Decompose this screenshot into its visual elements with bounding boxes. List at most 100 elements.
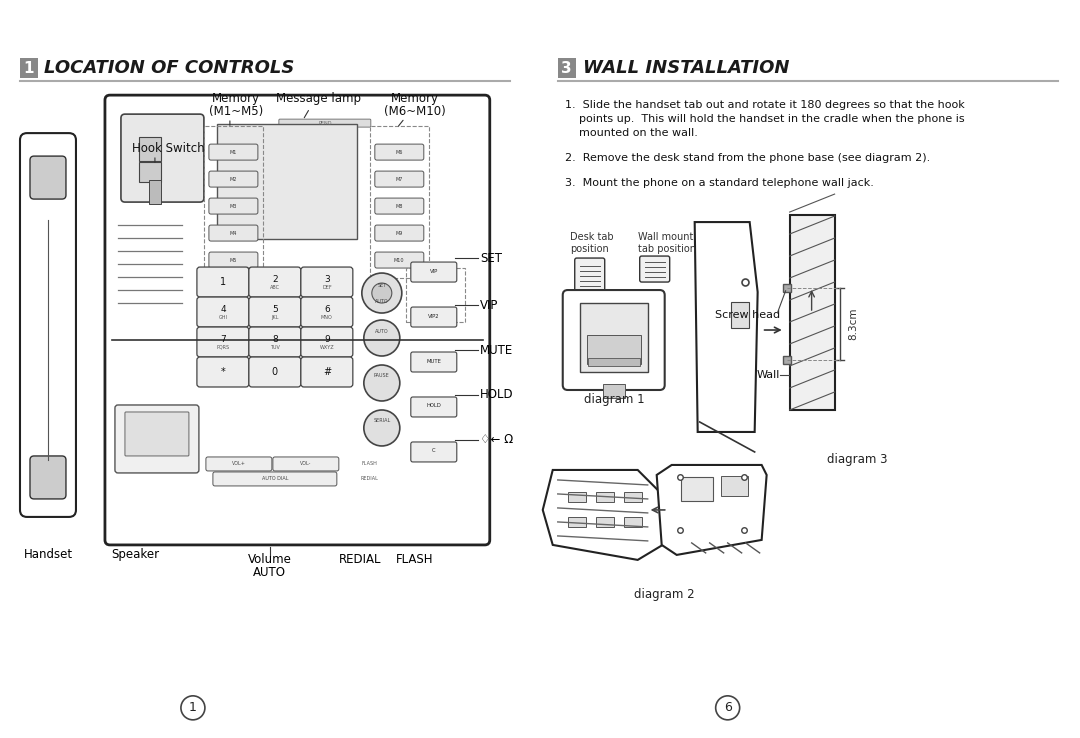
FancyBboxPatch shape bbox=[197, 327, 248, 357]
Text: 2: 2 bbox=[272, 275, 278, 283]
Text: VIP: VIP bbox=[430, 269, 437, 274]
Text: SERIAL: SERIAL bbox=[374, 418, 391, 424]
Text: 3.  Mount the phone on a standard telephone wall jack.: 3. Mount the phone on a standard telepho… bbox=[565, 178, 874, 188]
FancyBboxPatch shape bbox=[603, 384, 624, 398]
Text: WXYZ: WXYZ bbox=[320, 345, 334, 350]
Polygon shape bbox=[543, 470, 663, 560]
Text: MUTE: MUTE bbox=[427, 359, 442, 364]
FancyBboxPatch shape bbox=[639, 256, 670, 282]
FancyBboxPatch shape bbox=[217, 124, 356, 239]
Text: VIP2: VIP2 bbox=[428, 314, 440, 319]
Text: 6: 6 bbox=[724, 701, 731, 714]
Text: SET: SET bbox=[480, 252, 502, 264]
Text: Handset: Handset bbox=[24, 548, 72, 562]
Circle shape bbox=[364, 410, 400, 446]
FancyBboxPatch shape bbox=[208, 171, 258, 187]
FancyBboxPatch shape bbox=[248, 297, 301, 327]
Text: DEF: DEF bbox=[322, 285, 332, 290]
Bar bbox=[568, 517, 585, 527]
Circle shape bbox=[181, 696, 205, 720]
Text: *: * bbox=[220, 367, 226, 377]
Bar bbox=[596, 517, 613, 527]
FancyBboxPatch shape bbox=[197, 297, 248, 327]
Text: points up.  This will hold the handset in the cradle when the phone is: points up. This will hold the handset in… bbox=[565, 114, 964, 124]
Text: M4: M4 bbox=[229, 230, 237, 235]
Text: M5: M5 bbox=[229, 258, 237, 263]
Bar bbox=[624, 492, 642, 502]
Text: M2: M2 bbox=[229, 176, 237, 182]
Text: AUTO: AUTO bbox=[375, 328, 389, 334]
Circle shape bbox=[364, 365, 400, 401]
FancyBboxPatch shape bbox=[206, 457, 272, 471]
Text: Hook Switch: Hook Switch bbox=[132, 142, 204, 154]
FancyBboxPatch shape bbox=[208, 198, 258, 214]
Text: LOCATION OF CONTROLS: LOCATION OF CONTROLS bbox=[44, 59, 295, 77]
Circle shape bbox=[716, 696, 740, 720]
Circle shape bbox=[372, 283, 392, 303]
FancyBboxPatch shape bbox=[375, 252, 423, 268]
Text: 1: 1 bbox=[24, 61, 35, 75]
Text: AUTO: AUTO bbox=[254, 566, 286, 579]
Text: M6: M6 bbox=[395, 150, 403, 154]
Text: M9: M9 bbox=[395, 230, 403, 235]
FancyBboxPatch shape bbox=[279, 119, 370, 127]
FancyBboxPatch shape bbox=[563, 290, 664, 390]
Text: VOL+: VOL+ bbox=[232, 461, 246, 466]
FancyBboxPatch shape bbox=[30, 456, 66, 499]
Text: M10: M10 bbox=[393, 258, 404, 263]
Text: 5: 5 bbox=[272, 305, 278, 314]
Text: Volume: Volume bbox=[248, 554, 292, 566]
Text: MUTE: MUTE bbox=[480, 343, 513, 356]
FancyBboxPatch shape bbox=[375, 198, 423, 214]
Text: VOL-: VOL- bbox=[300, 461, 311, 466]
FancyBboxPatch shape bbox=[575, 258, 605, 294]
FancyBboxPatch shape bbox=[197, 357, 248, 387]
Polygon shape bbox=[657, 465, 767, 555]
FancyBboxPatch shape bbox=[586, 335, 640, 364]
FancyBboxPatch shape bbox=[208, 252, 258, 268]
FancyBboxPatch shape bbox=[105, 95, 489, 545]
Bar bbox=[789, 215, 835, 410]
Text: Memory: Memory bbox=[391, 92, 438, 105]
Text: VIP: VIP bbox=[480, 299, 498, 311]
Text: 3: 3 bbox=[324, 275, 329, 283]
Text: 1.  Slide the handset tab out and rotate it 180 degrees so that the hook: 1. Slide the handset tab out and rotate … bbox=[565, 100, 964, 110]
Text: 8: 8 bbox=[272, 334, 278, 344]
Bar bbox=[624, 517, 642, 527]
Text: FLASH: FLASH bbox=[362, 461, 378, 466]
Text: Wall mount
tab position: Wall mount tab position bbox=[637, 232, 696, 254]
Text: HOLD: HOLD bbox=[427, 404, 441, 408]
Text: M3: M3 bbox=[229, 204, 237, 209]
FancyBboxPatch shape bbox=[139, 162, 161, 182]
Text: AUTO DIAL: AUTO DIAL bbox=[261, 477, 288, 481]
Text: ♢← Ω: ♢← Ω bbox=[480, 433, 513, 446]
Text: GHI: GHI bbox=[218, 315, 228, 320]
Text: M7: M7 bbox=[395, 176, 403, 182]
FancyBboxPatch shape bbox=[301, 267, 353, 297]
Text: HOLD: HOLD bbox=[480, 388, 513, 401]
Text: JKL: JKL bbox=[271, 315, 279, 320]
Text: 9: 9 bbox=[324, 334, 329, 344]
FancyBboxPatch shape bbox=[301, 357, 353, 387]
Text: mounted on the wall.: mounted on the wall. bbox=[565, 128, 698, 138]
FancyBboxPatch shape bbox=[731, 302, 748, 328]
FancyBboxPatch shape bbox=[375, 171, 423, 187]
Text: MNO: MNO bbox=[321, 315, 333, 320]
FancyBboxPatch shape bbox=[125, 412, 189, 456]
Text: REDIAL: REDIAL bbox=[339, 554, 381, 566]
FancyBboxPatch shape bbox=[197, 267, 248, 297]
Text: M8: M8 bbox=[395, 204, 403, 209]
Text: PQRS: PQRS bbox=[216, 345, 229, 350]
FancyBboxPatch shape bbox=[121, 114, 204, 202]
Circle shape bbox=[364, 320, 400, 356]
Text: SET: SET bbox=[377, 283, 387, 288]
FancyBboxPatch shape bbox=[273, 457, 339, 471]
FancyBboxPatch shape bbox=[248, 267, 301, 297]
Text: M1: M1 bbox=[229, 150, 237, 154]
Text: 4: 4 bbox=[220, 305, 226, 314]
FancyBboxPatch shape bbox=[588, 358, 639, 366]
FancyBboxPatch shape bbox=[581, 291, 598, 299]
FancyBboxPatch shape bbox=[114, 405, 199, 473]
Bar bbox=[21, 58, 38, 78]
Text: diagram 2: diagram 2 bbox=[634, 588, 696, 601]
